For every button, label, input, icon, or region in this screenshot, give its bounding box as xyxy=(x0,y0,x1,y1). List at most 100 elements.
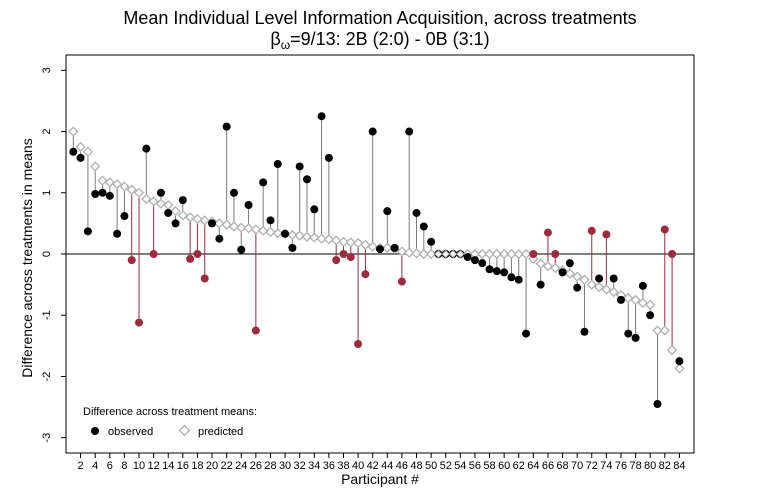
predicted-point xyxy=(104,177,115,188)
predicted-point xyxy=(185,212,196,223)
x-tick-label: 30 xyxy=(279,460,291,472)
observed-point xyxy=(609,274,618,283)
x-tick-label: 32 xyxy=(294,460,306,472)
predicted-point xyxy=(272,228,283,239)
x-tick-label: 26 xyxy=(250,460,262,472)
observed-point xyxy=(310,205,319,214)
observed-point xyxy=(244,201,253,210)
x-tick-label: 10 xyxy=(133,460,145,472)
x-tick-label: 60 xyxy=(498,460,510,472)
observed-point xyxy=(492,267,501,276)
predicted-point xyxy=(75,141,86,152)
observed-point xyxy=(156,188,165,197)
predicted-point xyxy=(652,325,663,336)
predicted-point xyxy=(542,261,554,272)
observed-point xyxy=(237,245,246,254)
x-tick-label: 42 xyxy=(367,460,379,472)
observed-point xyxy=(624,329,633,338)
observed-point xyxy=(500,268,509,277)
y-tick-label: -2 xyxy=(41,372,53,382)
x-tick-label: 66 xyxy=(542,460,554,472)
observed-point xyxy=(653,400,662,409)
observed-point xyxy=(346,253,355,262)
predicted-point xyxy=(287,229,298,241)
observed-point xyxy=(127,256,136,265)
observed-point xyxy=(419,222,428,231)
y-axis-label: Difference across treatments in means xyxy=(19,138,35,377)
observed-point xyxy=(616,295,625,304)
observed-point xyxy=(397,277,406,286)
legend-predicted-marker xyxy=(178,424,191,437)
predicted-point xyxy=(82,146,94,157)
observed-point xyxy=(551,250,560,258)
observed-point xyxy=(149,250,158,258)
predicted-point xyxy=(564,268,575,279)
observed-point xyxy=(376,245,384,254)
observed-point xyxy=(668,250,677,258)
predicted-point xyxy=(258,225,269,236)
x-tick-label: 12 xyxy=(148,460,160,472)
observed-point xyxy=(485,265,494,274)
predicted-point xyxy=(520,248,532,260)
x-tick-label: 80 xyxy=(644,460,656,472)
subtitle-rest: =9/13: 2B (2:0) - 0B (3:1) xyxy=(290,29,490,49)
y-tick-label: -1 xyxy=(41,310,53,320)
observed-point xyxy=(573,283,582,292)
observed-point xyxy=(222,122,231,131)
observed-point xyxy=(113,229,122,238)
predicted-point xyxy=(630,294,641,306)
observed-point xyxy=(595,274,604,283)
observed-point xyxy=(332,256,341,265)
observed-point xyxy=(354,340,363,349)
x-tick-label: 44 xyxy=(381,460,393,472)
x-axis: 2 4 6 8 10 12 14 16 18 20 22 24 26 28 30 32 34 36 38 40 42 44… xyxy=(78,453,686,472)
observed-point xyxy=(76,153,85,162)
observed-point xyxy=(580,327,589,336)
predicted-point xyxy=(601,284,612,295)
predicted-point xyxy=(323,234,335,245)
observed-point xyxy=(105,191,114,200)
observed-point xyxy=(324,153,333,162)
observed-point xyxy=(317,112,326,121)
observed-point xyxy=(675,357,684,366)
x-tick-label: 68 xyxy=(556,460,568,472)
predicted-point xyxy=(199,215,210,226)
x-tick-label: 8 xyxy=(121,460,127,472)
predicted-point xyxy=(155,198,167,209)
predicted-point xyxy=(674,363,685,374)
y-tick-label: 0 xyxy=(41,251,53,257)
x-tick-label: 52 xyxy=(440,460,452,472)
x-tick-label: 16 xyxy=(177,460,189,472)
x-tick-label: 54 xyxy=(454,460,466,472)
predicted-point xyxy=(214,218,225,229)
predicted-point xyxy=(192,213,203,225)
predicted-point xyxy=(499,248,510,260)
observed-point xyxy=(120,212,129,221)
predicted-point xyxy=(572,271,583,282)
observed-point xyxy=(602,230,611,239)
x-tick-label: 40 xyxy=(352,460,364,472)
observed-point xyxy=(98,188,107,197)
predicted-point xyxy=(352,237,364,249)
observed-point xyxy=(470,256,479,265)
predicted-point xyxy=(586,279,597,290)
observed-overlap-point xyxy=(456,249,465,259)
predicted-point xyxy=(528,253,539,265)
observed-overlap-point xyxy=(448,249,458,259)
observed-point xyxy=(251,326,260,335)
observed-overlap-point xyxy=(441,249,450,259)
observed-point xyxy=(390,243,399,252)
x-tick-label: 14 xyxy=(162,460,174,472)
predicted-point xyxy=(411,248,422,259)
observed-point xyxy=(135,318,144,327)
predicted-point xyxy=(484,248,495,260)
predicted-point xyxy=(331,235,342,246)
x-tick-label: 4 xyxy=(92,460,98,472)
legend-observed-marker xyxy=(91,427,99,435)
predicted-point xyxy=(338,236,349,247)
predicted-point xyxy=(637,297,649,309)
observed-point xyxy=(91,189,100,198)
y-tick-label: 1 xyxy=(41,190,53,196)
predicted-point xyxy=(593,281,605,293)
